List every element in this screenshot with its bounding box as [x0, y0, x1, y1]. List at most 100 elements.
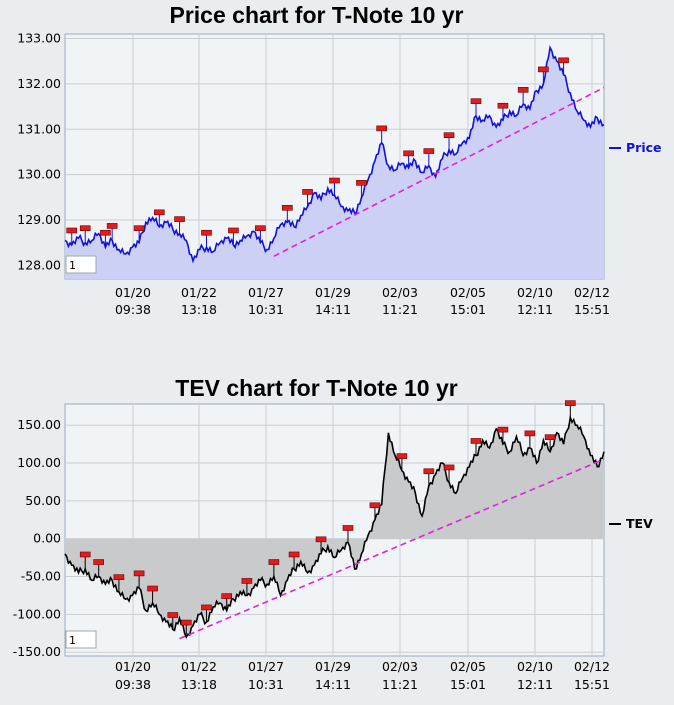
marker-flag [66, 227, 78, 234]
x-tick-date: 02/03 [382, 285, 418, 300]
y-tick-label: 128.00 [17, 257, 61, 272]
marker-flag [329, 177, 340, 184]
x-tick-time: 15:01 [450, 302, 486, 317]
legend-label: TEV [626, 516, 653, 531]
chart-title: TEV chart for T-Note 10 yr [175, 375, 458, 401]
x-tick-time: 15:51 [574, 302, 610, 317]
x-tick-time: 09:38 [115, 302, 151, 317]
interval-box-value: 1 [69, 634, 76, 647]
x-tick-time: 15:51 [574, 677, 610, 692]
x-tick-date: 01/29 [315, 659, 351, 674]
chart-2: 1 150.00 100.00 50.00 0.00 -50.00 -100.00 -150.… [13, 375, 653, 692]
x-tick-date: 01/22 [181, 659, 217, 674]
x-tick-date: 02/10 [517, 659, 553, 674]
x-tick-date: 02/10 [517, 285, 553, 300]
y-tick-label: 132.00 [17, 76, 61, 91]
marker-flag [147, 585, 158, 592]
marker-flag [113, 574, 125, 580]
marker-flag [167, 612, 179, 618]
series-line [64, 45, 605, 264]
y-tick-label: 100.00 [17, 455, 61, 470]
series-line [64, 414, 605, 639]
x-tick-date: 01/20 [115, 285, 151, 300]
x-tick-date: 02/12 [574, 659, 610, 674]
x-tick-date: 01/27 [248, 659, 284, 674]
marker-flag [443, 132, 455, 138]
x-tick-time: 12:11 [517, 677, 553, 692]
marker-flag [396, 453, 408, 459]
x-tick-date: 01/29 [315, 285, 351, 300]
marker-flag [106, 223, 118, 229]
marker-flag [538, 66, 549, 73]
x-tick-time: 09:38 [115, 677, 151, 692]
x-tick-date: 02/05 [450, 659, 486, 674]
marker-flag [470, 98, 482, 104]
marker-flag [356, 180, 367, 186]
marker-flag [315, 536, 327, 543]
marker-flag [558, 57, 569, 64]
chart-title: Price chart for T-Note 10 yr [170, 2, 464, 28]
y-tick-label: 131.00 [17, 121, 61, 136]
marker-flag [517, 87, 529, 93]
marker-flag [565, 400, 576, 406]
marker-flag [443, 464, 455, 471]
x-tick-date: 02/12 [574, 285, 610, 300]
x-tick-date: 02/03 [382, 659, 418, 674]
x-tick-date: 01/27 [248, 285, 284, 300]
x-tick-time: 11:21 [382, 302, 418, 317]
marker-flag [524, 430, 536, 437]
y-tick-label: 130.00 [17, 167, 61, 182]
marker-flag [470, 438, 482, 444]
y-tick-label: 129.00 [17, 212, 61, 227]
y-tick-label: 50.00 [25, 493, 61, 508]
x-tick-time: 13:18 [181, 677, 217, 692]
legend-label: Price [626, 140, 662, 155]
x-tick-time: 13:18 [181, 302, 217, 317]
marker-flag [201, 229, 212, 236]
x-tick-time: 10:31 [248, 677, 284, 692]
y-tick-label: -100.00 [13, 606, 61, 621]
x-tick-date: 01/20 [115, 659, 151, 674]
marker-flag [154, 209, 165, 216]
interval-box-value: 1 [69, 259, 76, 272]
x-tick-date: 02/05 [450, 285, 486, 300]
marker-flag [376, 125, 387, 132]
marker-flag [255, 225, 266, 232]
y-tick-label: 150.00 [17, 417, 61, 432]
marker-flag [79, 551, 91, 558]
trend-line [179, 458, 605, 640]
x-tick-time: 11:21 [382, 677, 418, 692]
marker-flag [180, 619, 192, 626]
chart-1: 1 133.00 132.00 131.00 130.00 129.00 128.00 01/… [17, 2, 661, 317]
trend-line [273, 86, 605, 258]
marker-flag [282, 204, 293, 211]
interval-box [65, 255, 97, 274]
marker-flag [268, 559, 280, 565]
marker-flag [403, 150, 414, 157]
interval-box [65, 630, 97, 649]
marker-flag [544, 434, 556, 440]
x-tick-date: 01/22 [181, 285, 217, 300]
marker-flag [497, 102, 509, 109]
marker-flag [241, 578, 253, 584]
y-tick-label: 133.00 [17, 31, 61, 46]
x-tick-time: 14:11 [315, 302, 351, 317]
series-area [65, 47, 604, 279]
marker-flag [302, 189, 313, 195]
marker-flag [369, 502, 381, 509]
marker-flag [133, 225, 145, 232]
y-tick-label: -150.00 [13, 644, 61, 659]
marker-flag [93, 559, 104, 565]
marker-flag [100, 229, 111, 236]
marker-flag [201, 604, 212, 611]
y-tick-label: 0.00 [33, 531, 61, 546]
marker-flag [79, 225, 91, 232]
marker-flag [288, 551, 300, 558]
marker-flag [174, 216, 185, 222]
marker-flag [133, 570, 145, 577]
x-tick-time: 14:11 [315, 677, 351, 692]
marker-flag [423, 468, 435, 475]
series-area [65, 417, 604, 638]
x-tick-time: 10:31 [248, 302, 284, 317]
